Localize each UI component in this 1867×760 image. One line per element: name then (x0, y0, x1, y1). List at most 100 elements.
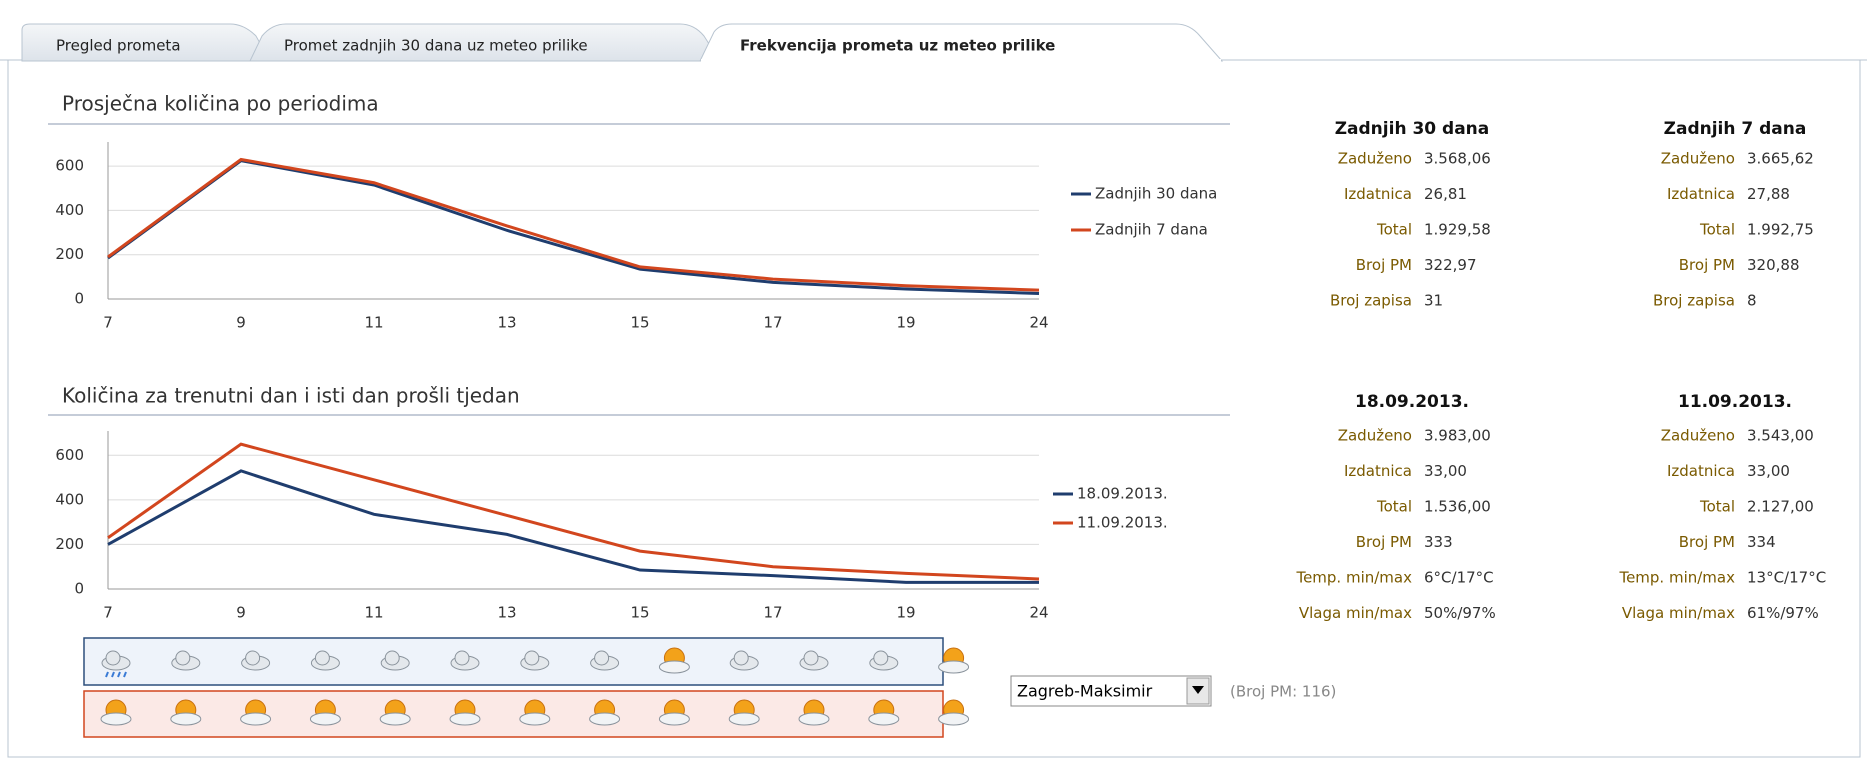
stat-label: Zaduženo (1661, 427, 1735, 445)
stat-value: 322,97 (1424, 256, 1477, 274)
cloud (803, 650, 819, 666)
cloud (309, 712, 341, 726)
x-tick-label: 11 (364, 314, 383, 332)
stat-label: Broj zapisa (1330, 292, 1412, 310)
stat-value: 3.568,06 (1424, 150, 1491, 168)
x-tick-label: 24 (1029, 314, 1048, 332)
stats-title: Zadnjih 30 dana (1335, 119, 1490, 139)
stat-label: Broj PM (1679, 533, 1735, 551)
cloud (314, 650, 330, 666)
cloud (100, 712, 132, 726)
station-dropdown[interactable] (1010, 675, 1212, 707)
chart-title: Prosječna količina po periodima (62, 92, 379, 116)
x-tick-label: 13 (497, 604, 516, 622)
stat-label: Total (1699, 498, 1735, 516)
stat-value: 3.983,00 (1424, 427, 1491, 445)
cloud (105, 650, 121, 666)
x-tick-label: 19 (896, 314, 915, 332)
cloud (170, 712, 202, 726)
stat-label: Total (1376, 498, 1412, 516)
tab-label[interactable]: Pregled prometa (56, 37, 181, 55)
x-tick-label: 7 (103, 604, 113, 622)
stat-value: 1.992,75 (1747, 221, 1814, 239)
cloud (938, 712, 970, 726)
y-tick-label: 200 (55, 535, 84, 553)
tab-active[interactable] (699, 23, 1224, 62)
series-line (107, 442, 1040, 581)
stat-label: Izdatnica (1344, 185, 1412, 203)
stat-value: 1.536,00 (1424, 498, 1491, 516)
stat-label: Broj PM (1356, 533, 1412, 551)
cloud (798, 712, 830, 726)
cloud (449, 712, 481, 726)
cloud (589, 712, 621, 726)
stat-label: Total (1376, 221, 1412, 239)
x-tick-label: 9 (236, 604, 246, 622)
stat-value: 61%/97% (1747, 604, 1819, 622)
cloud (175, 650, 191, 666)
cloud (733, 650, 749, 666)
cloud (454, 650, 470, 666)
legend-label: 18.09.2013. (1077, 485, 1168, 503)
stat-value: 3.665,62 (1747, 150, 1814, 168)
tab-label[interactable]: Promet zadnjih 30 dana uz meteo prilike (284, 37, 588, 55)
stat-value: 26,81 (1424, 185, 1467, 203)
stat-label: Vlaga min/max (1299, 604, 1412, 622)
tab-label[interactable]: Frekvencija prometa uz meteo prilike (740, 37, 1055, 55)
stat-label: Izdatnica (1667, 185, 1735, 203)
stat-value: 3.543,00 (1747, 427, 1814, 445)
cloud (938, 660, 970, 674)
cloud (728, 712, 760, 726)
x-tick-label: 15 (630, 314, 649, 332)
cloud (519, 712, 551, 726)
cloud (594, 650, 610, 666)
legend-label: Zadnjih 7 dana (1095, 221, 1208, 239)
tab-join (701, 59, 1221, 63)
y-tick-label: 400 (55, 490, 84, 508)
stat-label: Zaduženo (1338, 150, 1412, 168)
stat-value: 1.929,58 (1424, 221, 1491, 239)
stat-value: 33,00 (1424, 462, 1467, 480)
cloud (384, 650, 400, 666)
x-tick-label: 13 (497, 314, 516, 332)
rain (123, 671, 127, 678)
x-tick-label: 17 (763, 604, 782, 622)
stat-label: Temp. min/max (1295, 569, 1412, 587)
stat-value: 33,00 (1747, 462, 1790, 480)
stat-value: 6°C/17°C (1424, 569, 1494, 587)
tab[interactable] (249, 23, 721, 62)
y-tick-label: 600 (55, 157, 84, 175)
y-tick-label: 0 (74, 580, 84, 598)
series-line (107, 157, 1040, 292)
cloud (379, 712, 411, 726)
x-tick-label: 9 (236, 314, 246, 332)
x-tick-label: 17 (763, 314, 782, 332)
stat-label: Temp. min/max (1618, 569, 1735, 587)
stat-label: Izdatnica (1344, 462, 1412, 480)
stat-label: Zaduženo (1338, 427, 1412, 445)
stat-label: Izdatnica (1667, 462, 1735, 480)
cloud (245, 650, 261, 666)
dropdown-arrow (1192, 686, 1204, 694)
y-tick-label: 400 (55, 201, 84, 219)
stat-value: 8 (1747, 292, 1757, 310)
weather-row-previous (83, 690, 944, 738)
stats-title: 18.09.2013. (1355, 392, 1469, 412)
stat-value: 50%/97% (1424, 604, 1496, 622)
legend-label: Zadnjih 30 dana (1095, 185, 1217, 203)
stats-title: Zadnjih 7 dana (1664, 119, 1807, 139)
y-tick-label: 0 (74, 290, 84, 308)
stat-label: Broj zapisa (1653, 292, 1735, 310)
stat-value: 320,88 (1747, 256, 1800, 274)
cloud (240, 712, 272, 726)
stat-value: 27,88 (1747, 185, 1790, 203)
x-tick-label: 24 (1029, 604, 1048, 622)
dropdown-value[interactable]: Zagreb-Maksimir (1017, 682, 1153, 701)
rain (117, 671, 121, 678)
stat-value: 31 (1424, 292, 1443, 310)
station-note: (Broj PM: 116) (1230, 683, 1336, 701)
tab[interactable] (21, 23, 271, 62)
stat-label: Zaduženo (1661, 150, 1735, 168)
